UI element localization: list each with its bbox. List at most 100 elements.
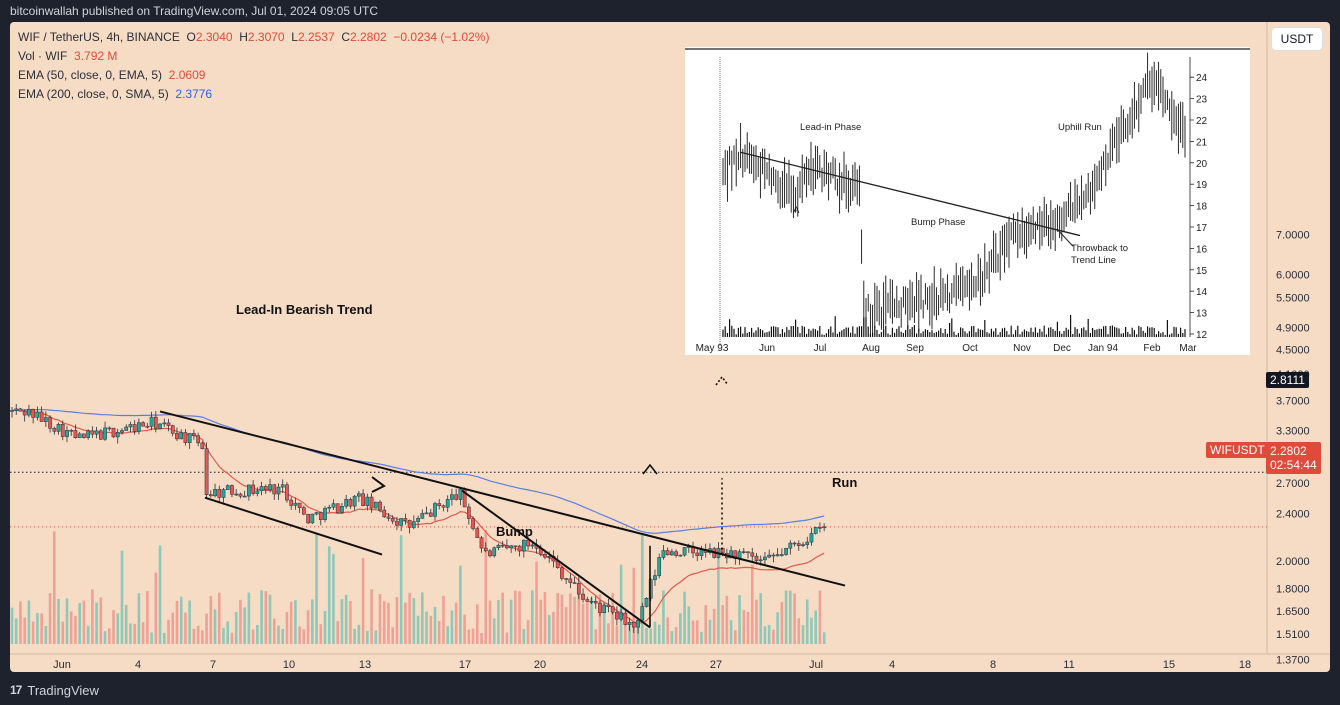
candle [602,603,607,614]
candle [627,617,632,632]
main-chart[interactable]: 7.00006.00005.50004.90004.50004.10003.70… [10,22,1330,672]
volume-bar [217,592,221,644]
volume-bar [784,590,788,644]
candle [682,547,687,557]
inset-y-tick-label: 12 [1196,330,1208,341]
volume-bar [611,593,614,644]
candle-body [631,621,636,628]
candle-body [120,430,124,433]
volume-bar [421,592,424,644]
brand-label[interactable]: TradingView [27,683,99,698]
volume-bar [488,600,492,644]
chart-frame[interactable]: 7.00006.00005.50004.90004.50004.10003.70… [10,22,1330,672]
volume-bar [674,627,678,644]
candle-body [780,554,784,556]
candle [818,522,822,533]
symbol-tag: WIFUSDT [1206,442,1269,458]
candle-body [576,583,581,595]
candle [208,490,213,498]
candle-body [335,503,340,513]
candle [285,482,289,503]
candle-body [479,537,484,549]
tradingview-logo-icon[interactable]: 17 [10,683,22,697]
candle [610,606,615,615]
candle [593,596,598,609]
volume-bar [810,617,813,644]
candle [90,426,95,439]
legend-symbol-row[interactable]: WIF / TetherUS, 4h, BINANCE O2.3040 H2.3… [18,28,489,47]
inset-x-tick-label: Dec [1053,343,1071,354]
volume-bar [382,601,386,644]
legend-ema200-row[interactable]: EMA (200, close, 0, SMA, 5) 2.3776 [18,85,489,104]
candle-body [378,501,382,511]
volume-bar [222,627,225,644]
volume-bar [69,611,73,644]
candle-body [128,424,133,428]
volume-bar [162,632,166,644]
candle-body [615,611,619,620]
candle [43,411,48,427]
inset-x-tick-label: May 93 [696,343,729,354]
candle-body [500,544,505,547]
time-tick-label: 10 [283,659,295,671]
volume-bar [700,631,703,644]
volume-bar [514,590,517,644]
candle-body [674,551,678,556]
volume-bar [738,595,741,644]
volume-bar [416,615,420,644]
candle-body [526,539,530,547]
candle-body [263,486,268,491]
candle-body [813,527,818,534]
volume-bar [505,632,509,644]
candle-body [445,499,450,508]
candle [158,423,162,430]
symbol-label[interactable]: WIF / TetherUS, 4h, BINANCE [18,30,180,44]
line-level-tag: 2.8111 [1266,372,1309,388]
candle-body [251,484,255,494]
candle [805,536,810,549]
candle [314,511,319,516]
candle-body [399,518,404,526]
candle [492,546,497,558]
candle [674,549,678,558]
inset-x-tick-label: Jan 94 [1088,343,1118,354]
candle-body [48,417,52,429]
candle-body [280,484,285,488]
volume-bar [234,612,238,644]
trendline-main [159,410,846,587]
candle [200,441,205,450]
ema200-label: EMA (200, close, 0, SMA, 5) [18,87,169,101]
candle [395,516,399,531]
legend-ema50-row[interactable]: EMA (50, close, 0, EMA, 5) 2.0609 [18,66,489,85]
candle-body [412,521,416,528]
volume-bar [729,620,733,644]
legend-volume-row[interactable]: Vol · WIF 3.792 M [18,47,489,66]
candle-body [602,604,607,613]
volume-bar [205,613,208,644]
candle-body [192,433,196,436]
volume-bar [74,615,77,644]
candle [255,487,260,497]
candle [69,428,74,436]
volume-bar [399,535,403,644]
candle-body [763,556,767,561]
currency-button[interactable]: USDT [1272,28,1322,50]
volume-bar [137,593,141,644]
candle [441,504,446,512]
candle-body [183,432,188,443]
candle [623,610,628,626]
candle-body [289,499,294,506]
candle [780,548,784,557]
candle [390,515,395,525]
volume-bar [374,630,378,644]
volume-bar [602,601,606,644]
inset-bars [722,52,1186,337]
candle-body [623,612,628,625]
volume-bar [95,602,98,644]
volume-bar [437,621,441,644]
volume-bar [378,594,382,644]
last-price: 2.2802 [1270,444,1307,458]
inset-x-tick-label: Jun [759,343,775,354]
candle [462,487,467,508]
volume-bar [272,618,276,644]
